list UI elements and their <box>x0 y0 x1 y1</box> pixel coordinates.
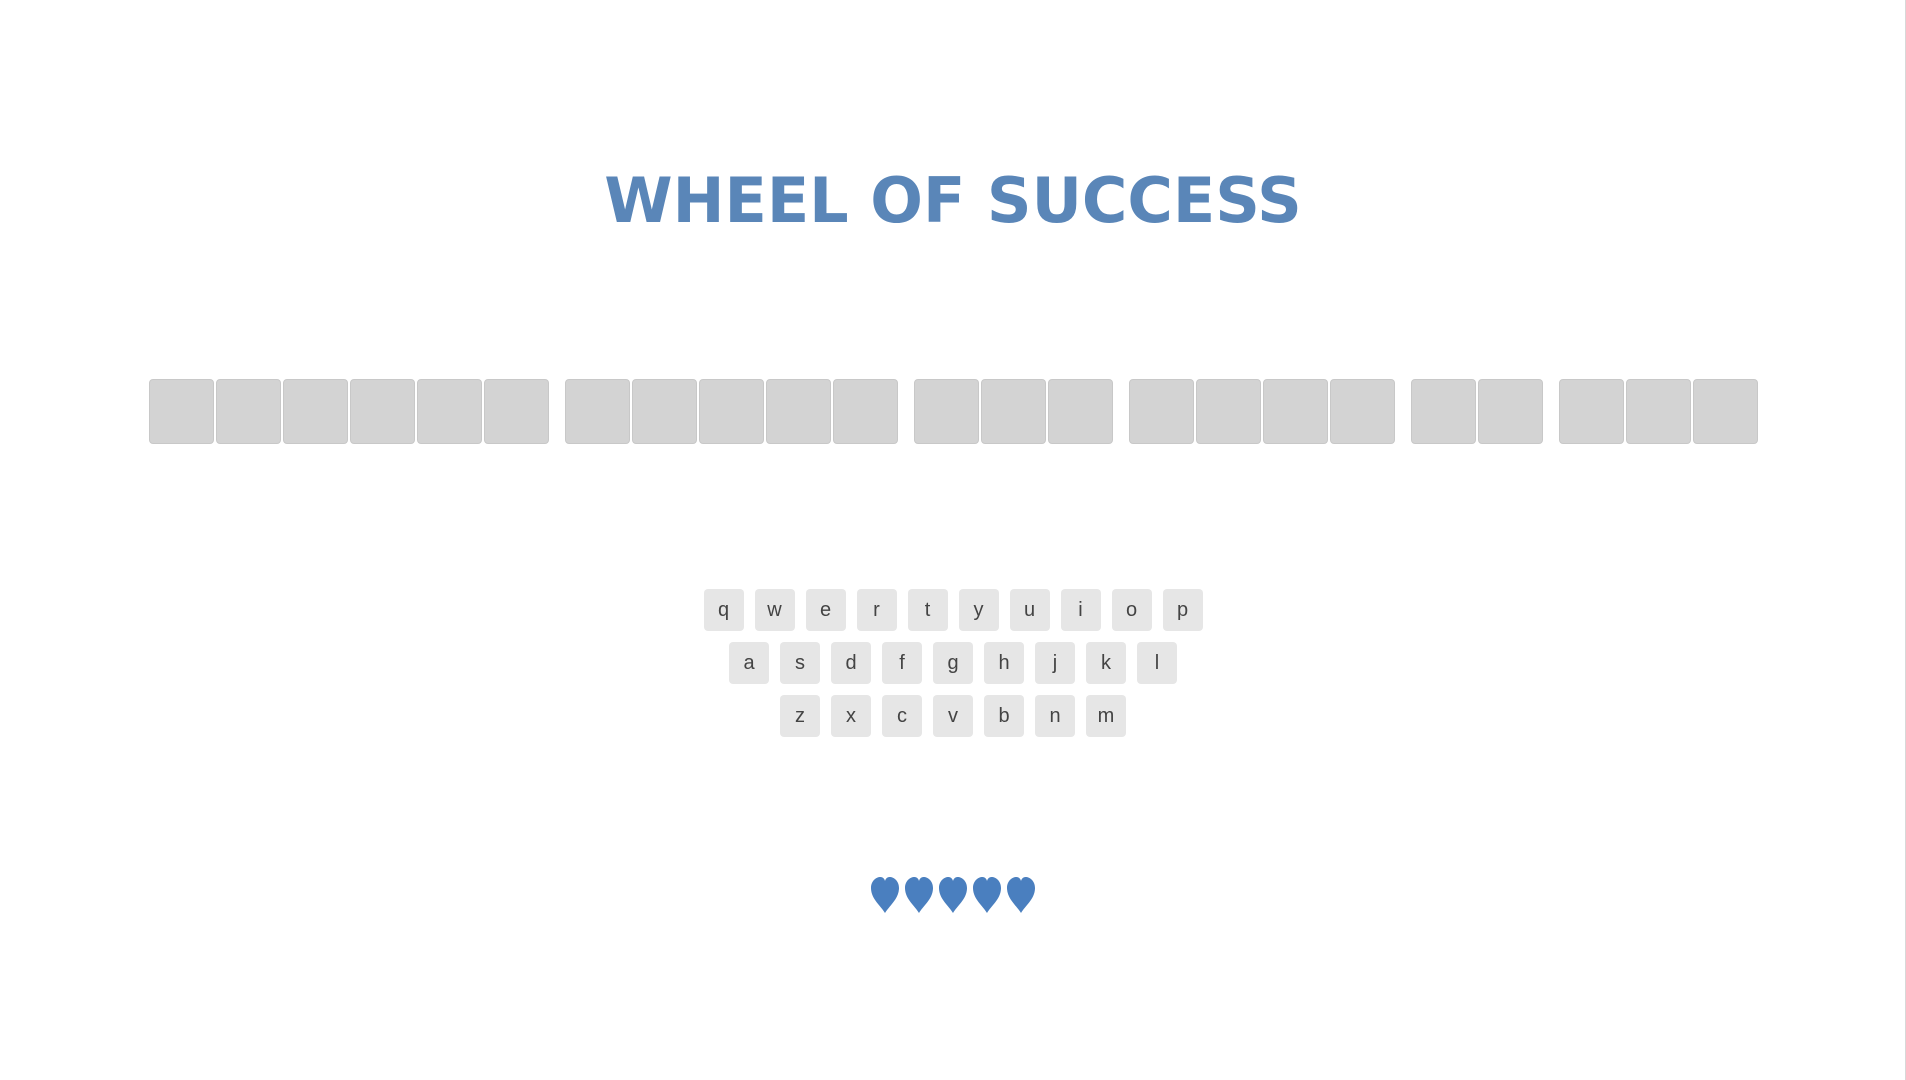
letter-tile <box>282 379 348 444</box>
key-o[interactable]: o <box>1111 589 1152 631</box>
letter-tile <box>1410 379 1476 444</box>
key-n[interactable]: n <box>1035 695 1075 737</box>
key-u[interactable]: u <box>1009 589 1050 631</box>
letter-tile <box>1128 379 1194 444</box>
key-d[interactable]: d <box>831 642 871 684</box>
heart-icon <box>971 875 1003 915</box>
letter-tile <box>980 379 1046 444</box>
letter-tile <box>765 379 831 444</box>
letter-tile <box>148 379 214 444</box>
lives-display <box>0 875 1906 915</box>
key-g[interactable]: g <box>933 642 973 684</box>
letter-tile <box>1195 379 1261 444</box>
letter-tile <box>483 379 549 444</box>
letter-tile <box>1558 379 1624 444</box>
letter-tile <box>416 379 482 444</box>
key-k[interactable]: k <box>1086 642 1126 684</box>
letter-tile <box>913 379 979 444</box>
letter-tile <box>1625 379 1691 444</box>
letter-tile <box>1262 379 1328 444</box>
phrase-word <box>913 379 1113 444</box>
phrase-word <box>1558 379 1758 444</box>
key-l[interactable]: l <box>1137 642 1177 684</box>
key-a[interactable]: a <box>729 642 769 684</box>
phrase-word <box>1410 379 1543 444</box>
phrase-word <box>564 379 898 444</box>
key-x[interactable]: x <box>831 695 871 737</box>
key-j[interactable]: j <box>1035 642 1075 684</box>
letter-tile <box>349 379 415 444</box>
key-z[interactable]: z <box>780 695 820 737</box>
letter-tile <box>564 379 630 444</box>
letter-tile <box>832 379 898 444</box>
letter-tile <box>1047 379 1113 444</box>
letter-tile <box>215 379 281 444</box>
phrase-word <box>148 379 549 444</box>
heart-icon <box>1005 875 1037 915</box>
letter-tile <box>698 379 764 444</box>
key-y[interactable]: y <box>958 589 999 631</box>
phrase-board <box>0 379 1906 444</box>
key-r[interactable]: r <box>856 589 897 631</box>
key-i[interactable]: i <box>1060 589 1101 631</box>
heart-icon <box>903 875 935 915</box>
key-b[interactable]: b <box>984 695 1024 737</box>
page-title: WHEEL OF SUCCESS <box>604 164 1302 237</box>
key-w[interactable]: w <box>754 589 795 631</box>
key-s[interactable]: s <box>780 642 820 684</box>
key-h[interactable]: h <box>984 642 1024 684</box>
key-m[interactable]: m <box>1086 695 1126 737</box>
letter-tile <box>1329 379 1395 444</box>
key-v[interactable]: v <box>933 695 973 737</box>
key-e[interactable]: e <box>805 589 846 631</box>
key-q[interactable]: q <box>703 589 744 631</box>
phrase-word <box>1128 379 1395 444</box>
key-c[interactable]: c <box>882 695 922 737</box>
heart-icon <box>937 875 969 915</box>
key-f[interactable]: f <box>882 642 922 684</box>
heart-icon <box>869 875 901 915</box>
letter-tile <box>1692 379 1758 444</box>
letter-tile <box>631 379 697 444</box>
letter-tile <box>1477 379 1543 444</box>
key-p[interactable]: p <box>1162 589 1203 631</box>
key-t[interactable]: t <box>907 589 948 631</box>
